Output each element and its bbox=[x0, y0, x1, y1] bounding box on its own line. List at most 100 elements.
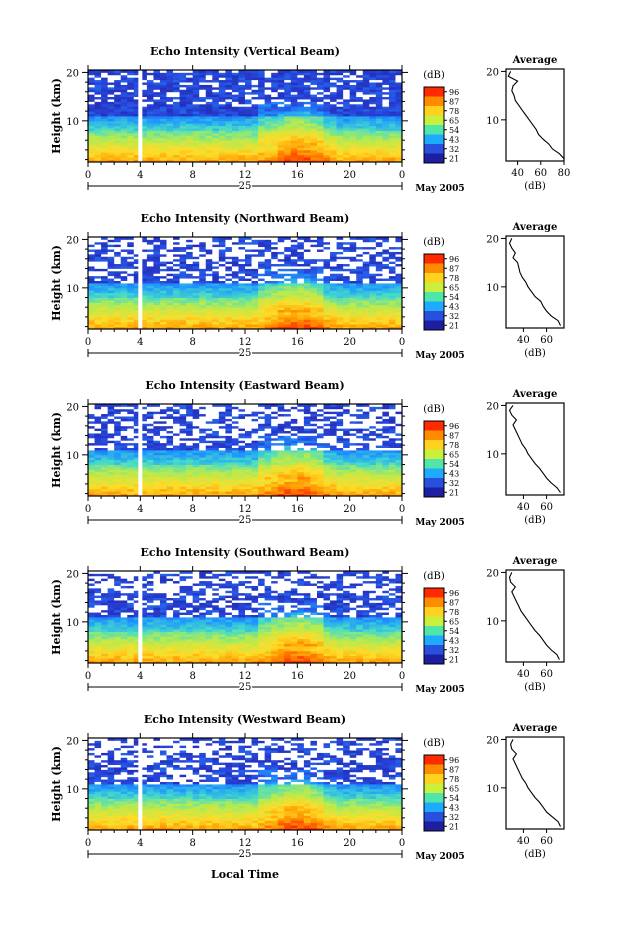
heatmap-cell bbox=[310, 242, 317, 245]
heatmap-cell bbox=[389, 145, 396, 148]
heatmap-cell bbox=[108, 278, 115, 281]
heatmap-cell bbox=[238, 140, 245, 143]
heatmap-cell bbox=[271, 477, 278, 480]
profile-y-tick-label: 10 bbox=[486, 116, 499, 127]
heatmap-cell bbox=[147, 479, 154, 482]
heatmap-cell bbox=[101, 145, 108, 148]
heatmap-cell bbox=[153, 489, 160, 492]
heatmap-cell bbox=[310, 450, 317, 453]
heatmap-cell bbox=[121, 101, 128, 104]
heatmap-cell bbox=[206, 75, 213, 78]
heatmap-cell bbox=[324, 307, 331, 310]
heatmap-cell bbox=[376, 135, 383, 138]
heatmap-cell bbox=[193, 147, 200, 150]
heatmap-cell bbox=[271, 138, 278, 141]
heatmap-cell bbox=[232, 319, 239, 322]
heatmap-cell bbox=[310, 443, 317, 446]
heatmap-cell bbox=[160, 310, 167, 313]
heatmap-cell bbox=[95, 104, 102, 107]
heatmap-cell bbox=[284, 256, 291, 259]
heatmap-cell bbox=[271, 307, 278, 310]
heatmap-cell bbox=[121, 138, 128, 141]
heatmap-cell bbox=[297, 448, 304, 451]
heatmap-cell bbox=[245, 322, 252, 325]
heatmap-cell bbox=[114, 276, 121, 279]
heatmap-cell bbox=[265, 285, 272, 288]
heatmap-cell bbox=[160, 128, 167, 131]
heatmap-cell bbox=[278, 314, 285, 317]
heatmap-cell bbox=[245, 467, 252, 470]
heatmap-cell bbox=[206, 319, 213, 322]
heatmap-cell bbox=[199, 101, 206, 104]
heatmap-cell bbox=[160, 256, 167, 259]
heatmap-cell bbox=[310, 312, 317, 315]
heatmap-cell bbox=[350, 82, 357, 85]
heatmap-cell bbox=[317, 133, 324, 136]
heatmap-cell bbox=[310, 143, 317, 146]
heatmap-cell bbox=[160, 133, 167, 136]
heatmap-cell bbox=[186, 300, 193, 303]
heatmap-cell bbox=[232, 281, 239, 284]
heatmap-cell bbox=[95, 77, 102, 80]
heatmap-cell bbox=[167, 97, 174, 100]
heatmap-cell bbox=[167, 283, 174, 286]
heatmap-cell bbox=[147, 455, 154, 458]
heatmap-cell bbox=[147, 307, 154, 310]
heatmap-cell bbox=[238, 87, 245, 90]
profile-x-tick-label: 60 bbox=[534, 168, 547, 179]
heatmap-cell bbox=[101, 82, 108, 85]
heatmap-cell bbox=[258, 273, 265, 276]
heatmap-cell bbox=[212, 99, 219, 102]
heatmap-cell bbox=[252, 302, 259, 305]
heatmap-cell bbox=[297, 305, 304, 308]
heatmap-cell bbox=[180, 131, 187, 134]
heatmap-cell bbox=[147, 319, 154, 322]
heatmap-cell bbox=[199, 491, 206, 494]
heatmap-cell bbox=[101, 104, 108, 107]
heatmap-cell bbox=[343, 92, 350, 95]
heatmap-cell bbox=[108, 152, 115, 155]
heatmap-cell bbox=[350, 118, 357, 121]
heatmap-cell bbox=[278, 106, 285, 109]
heatmap-cell bbox=[219, 462, 226, 465]
heatmap-cell bbox=[343, 314, 350, 317]
heatmap-cell bbox=[153, 77, 160, 80]
heatmap-cell bbox=[278, 472, 285, 475]
heatmap-cell bbox=[350, 268, 357, 271]
heatmap-cell bbox=[310, 259, 317, 262]
heatmap-cell bbox=[127, 278, 134, 281]
heatmap-cell bbox=[350, 460, 357, 463]
heatmap-cell bbox=[395, 252, 402, 255]
heatmap-cell bbox=[252, 465, 259, 468]
heatmap-cell bbox=[337, 239, 344, 242]
heatmap-cell bbox=[101, 133, 108, 136]
heatmap-cell bbox=[389, 266, 396, 269]
heatmap-cell bbox=[252, 457, 259, 460]
heatmap-cell bbox=[180, 307, 187, 310]
heatmap-cell bbox=[212, 147, 219, 150]
heatmap-cell bbox=[291, 302, 298, 305]
heatmap-cell bbox=[193, 254, 200, 257]
heatmap-cell bbox=[271, 288, 278, 291]
heatmap-cell bbox=[271, 249, 278, 252]
heatmap-cell bbox=[95, 114, 102, 117]
heatmap-cell bbox=[395, 126, 402, 129]
heatmap-cell bbox=[395, 322, 402, 325]
heatmap-cell bbox=[278, 276, 285, 279]
heatmap-cell bbox=[278, 72, 285, 75]
heatmap-cell bbox=[389, 467, 396, 470]
heatmap-cell bbox=[88, 155, 95, 158]
heatmap-cell bbox=[193, 317, 200, 320]
heatmap-cell bbox=[310, 491, 317, 494]
heatmap-cell bbox=[330, 491, 337, 494]
heatmap-cell bbox=[206, 87, 213, 90]
heatmap-cell bbox=[121, 72, 128, 75]
heatmap-cell bbox=[114, 469, 121, 472]
heatmap-cell bbox=[225, 72, 232, 75]
heatmap-cell bbox=[382, 445, 389, 448]
heatmap-cell bbox=[265, 305, 272, 308]
heatmap-cell bbox=[127, 486, 134, 489]
heatmap-cell bbox=[212, 252, 219, 255]
heatmap-cell bbox=[284, 133, 291, 136]
heatmap-cell bbox=[356, 133, 363, 136]
